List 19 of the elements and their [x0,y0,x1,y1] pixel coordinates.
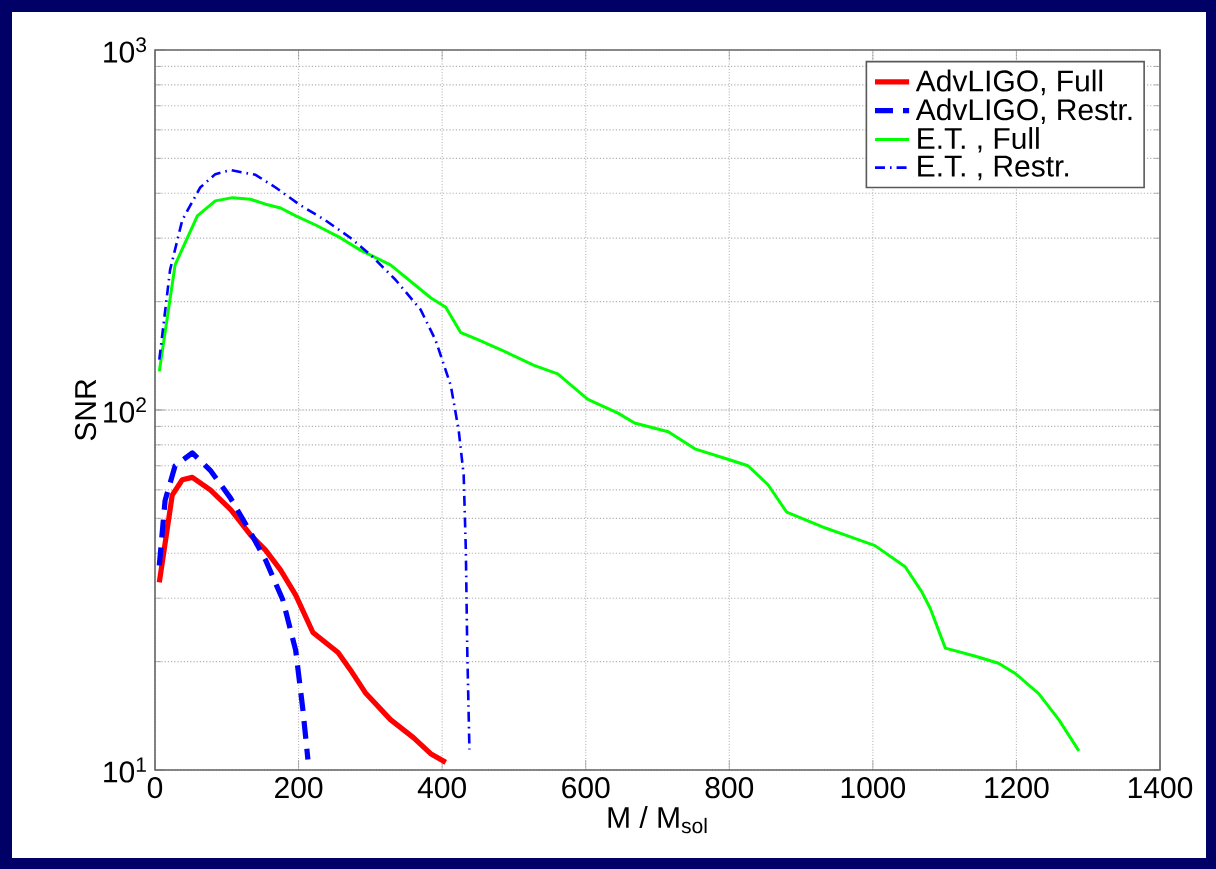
x-tick-label: 200 [275,777,323,799]
x-tick-label: 400 [417,777,466,799]
x-tick-label: 800 [705,777,754,799]
legend-label: E.T. , Restr. [918,155,1069,181]
legend-label: AdvLIGO, Restr. [915,98,1132,124]
y-tick-label: 10$^{2}$ [104,397,146,423]
x-tick-label: 0 [147,777,163,799]
legend-label: E.T. , Full [918,127,1039,153]
x-tick-label: 600 [562,777,610,799]
x-tick-label: 1200 [985,777,1049,799]
x-tick-label: 1400 [1128,777,1193,799]
line-series [157,196,1081,753]
y-tick-label: 10$^{1}$ [104,757,146,783]
line-series [158,168,471,751]
x-tick-label: 1000 [841,777,906,799]
x-axis-title: M / M$_{sol}$ [608,806,707,834]
y-tick-label: 10$^{3}$ [104,37,147,63]
y-axis-title: SNR [74,379,97,441]
legend-label: AdvLIGO, Full [915,69,1103,96]
